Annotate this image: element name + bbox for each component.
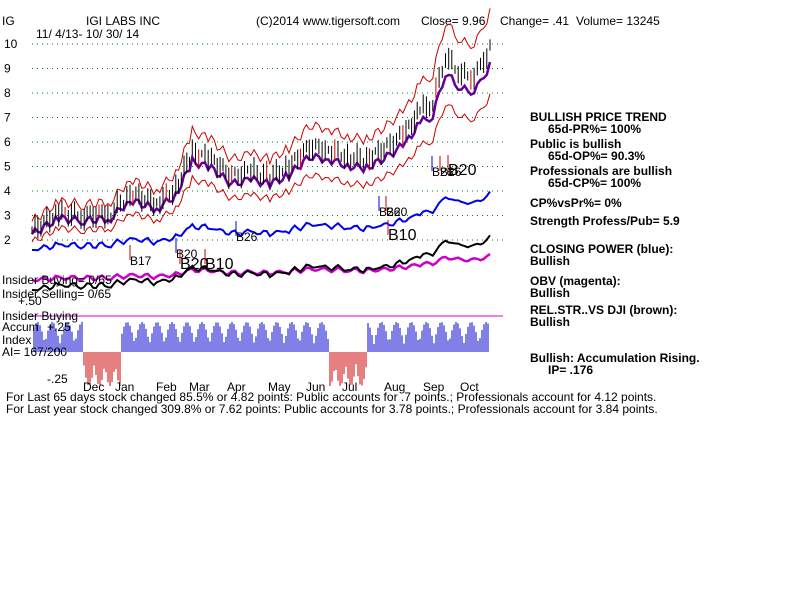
close-value: Close= 9.96 bbox=[421, 14, 486, 28]
relative-strength-line bbox=[31, 234, 491, 292]
right-panel-text: REL.STR..VS DJI (brown): bbox=[530, 303, 677, 317]
price-bars bbox=[31, 39, 491, 239]
moving-average bbox=[30, 61, 492, 235]
ma-line bbox=[30, 61, 492, 235]
right-panel-text: CP%vsPr%= 0% bbox=[530, 196, 622, 210]
footer-line-2: For Last year stock changed 309.8% or 7.… bbox=[6, 402, 658, 416]
y-tick-label: 6 bbox=[4, 135, 11, 149]
x-axis-ticks: Dec Jan Feb Mar Apr May Jun Jul Aug Sep Oct bbox=[83, 380, 479, 394]
right-panel-text: 65d-PR%= 100% bbox=[548, 122, 641, 136]
signal-label: B26 bbox=[440, 165, 462, 179]
x-tick-label: Apr bbox=[227, 380, 246, 394]
right-panel-text: Professionals are bullish bbox=[530, 164, 672, 178]
right-panel-text: Bullish bbox=[530, 254, 570, 268]
y-tick-label: 9 bbox=[4, 62, 11, 76]
x-tick-label: Sep bbox=[423, 380, 445, 394]
obv-line bbox=[31, 252, 491, 283]
y-tick-label: 4 bbox=[4, 184, 11, 198]
closing-power-line bbox=[32, 190, 491, 252]
signal-label: B20 bbox=[176, 247, 198, 261]
signal-label: B20 bbox=[386, 205, 408, 219]
signal-label: B10 bbox=[388, 227, 417, 244]
right-panel-text: 65d-OP%= 90.3% bbox=[548, 149, 645, 163]
right-panel-text: OBV (magenta): bbox=[530, 274, 621, 288]
signal-label: B26 bbox=[379, 205, 401, 219]
y-tick-label: 5 bbox=[4, 160, 11, 174]
volume-value: Volume= 13245 bbox=[576, 14, 660, 28]
footer-line-1: For Last 65 days stock changed 85.5% or … bbox=[6, 390, 656, 404]
change-value: Change= .41 bbox=[500, 14, 569, 28]
signal-label: B20 bbox=[180, 256, 209, 273]
x-tick-label: Jan bbox=[115, 380, 134, 394]
insider-buying-label-2: Insider Buying bbox=[2, 309, 78, 323]
lower-band bbox=[31, 93, 491, 243]
ticker-symbol: IG bbox=[2, 14, 15, 28]
right-panel-text: 65d-CP%= 100% bbox=[548, 176, 641, 190]
x-tick-label: Oct bbox=[460, 380, 479, 394]
accum-label: Accum bbox=[2, 320, 39, 334]
signal-label: B10 bbox=[205, 256, 234, 273]
x-tick-label: Jul bbox=[342, 380, 357, 394]
right-panel-text: Bullish: Accumulation Rising. bbox=[530, 351, 700, 365]
copyright-text: (C)2014 www.tigersoft.com bbox=[256, 14, 400, 28]
signal-label: B17 bbox=[130, 254, 152, 268]
signal-label: B26 bbox=[236, 230, 258, 244]
right-panel-text: Bullish bbox=[530, 286, 570, 300]
company-name: IGI LABS INC bbox=[86, 14, 160, 28]
x-tick-label: Mar bbox=[189, 380, 210, 394]
right-panel-text: IP= .176 bbox=[548, 363, 593, 377]
insider-buying-label: Insider Buying= 0/65 bbox=[2, 273, 112, 287]
ai-label: AI= 167/200 bbox=[2, 345, 67, 359]
x-tick-label: Jun bbox=[306, 380, 325, 394]
right-panel-text: Bullish bbox=[530, 315, 570, 329]
y-tick-label: 2 bbox=[4, 233, 11, 247]
rel-str-path bbox=[31, 234, 491, 292]
closing-power-path bbox=[32, 190, 491, 252]
right-panel-text: Strength Profess/Pub= 5.9 bbox=[530, 214, 680, 228]
signal-label: B20 bbox=[448, 162, 477, 179]
y-axis-ticks: 10 9 8 7 6 5 4 3 2 bbox=[4, 37, 18, 247]
grid bbox=[32, 43, 503, 241]
upper-band bbox=[31, 8, 491, 222]
accum-value-label: +.25 bbox=[47, 320, 71, 334]
right-panel-text: Public is bullish bbox=[530, 137, 621, 151]
bollinger-bands bbox=[31, 8, 491, 243]
insider-selling-label: Insider Selling= 0/65 bbox=[2, 287, 111, 301]
y-tick-label: 3 bbox=[4, 209, 11, 223]
y-tick-label: 10 bbox=[4, 37, 18, 51]
right-panel-text: CLOSING POWER (blue): bbox=[530, 242, 673, 256]
right-panel-text: BULLISH PRICE TREND bbox=[530, 110, 667, 124]
obv-path bbox=[31, 252, 491, 283]
x-tick-label: Aug bbox=[384, 380, 405, 394]
y-tick-label: 8 bbox=[4, 86, 11, 100]
accumulation-index-bars bbox=[33, 322, 489, 386]
plus-50-label: +.50 bbox=[18, 294, 42, 308]
x-tick-label: Dec bbox=[83, 380, 104, 394]
x-tick-label: Feb bbox=[156, 380, 177, 394]
minus-25-label: -.25 bbox=[47, 372, 68, 386]
x-tick-label: May bbox=[268, 380, 291, 394]
index-label: Index bbox=[2, 333, 31, 347]
y-tick-label: 7 bbox=[4, 111, 11, 125]
date-range: 11/ 4/13- 10/ 30/ 14 bbox=[36, 27, 140, 41]
